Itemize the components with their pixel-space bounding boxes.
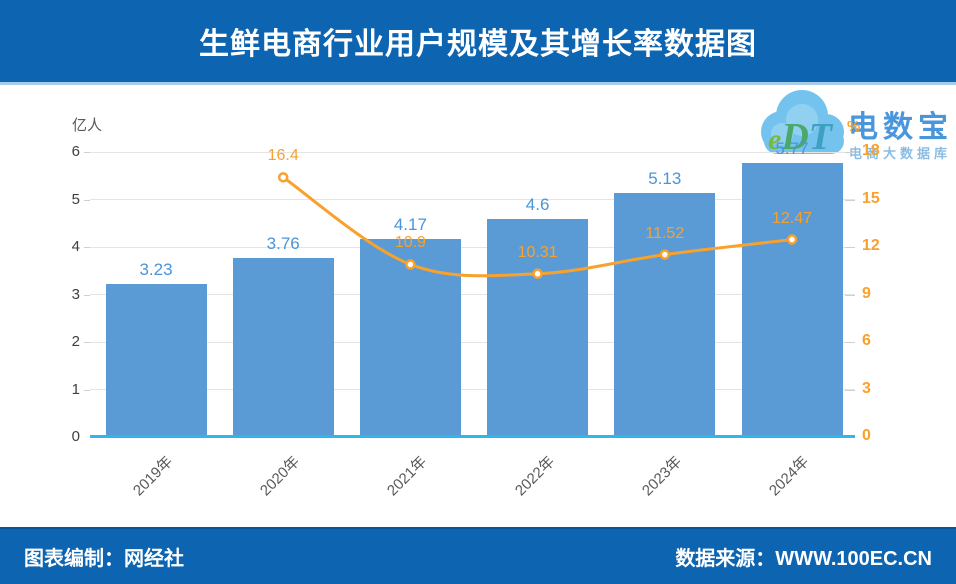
header-bar: 生鲜电商行业用户规模及其增长率数据图 [0, 0, 956, 82]
left-axis-tick-label: 6 [71, 143, 80, 160]
bar-2024年 [741, 162, 843, 437]
left-axis-tick-mark [84, 199, 90, 201]
gridline [90, 389, 855, 390]
x-axis-baseline [90, 435, 855, 438]
left-axis-tick-mark [84, 389, 90, 391]
left-axis-tick-label: 3 [71, 285, 80, 303]
line-value-label: 12.47 [771, 209, 813, 227]
line-value-label: 16.4 [267, 147, 299, 165]
right-axis-tick-label: 15 [862, 189, 880, 207]
left-axis-tick-mark [84, 294, 90, 296]
bar-value-label: 5.77 [775, 138, 809, 158]
bar-value-label: 3.23 [139, 259, 173, 279]
cloud-icon [761, 90, 844, 154]
left-axis-tick-label: 5 [71, 190, 80, 208]
line-marker [405, 259, 416, 270]
bar-value-label: 4.6 [525, 194, 550, 214]
left-axis-tick-label: 1 [71, 380, 80, 398]
logo-letter-e: e [768, 123, 782, 156]
chart-author-label: 图表编制：网经社 [24, 548, 184, 570]
right-axis-tick-mark [845, 294, 855, 296]
line-marker [277, 172, 289, 183]
logo-brand-subtitle: 电商大数据库 [849, 146, 952, 161]
logo-brand-name: 电数宝 [848, 111, 953, 144]
bar-value-label: 5.13 [648, 169, 682, 189]
left-axis-tick-mark [84, 342, 90, 343]
footer-bar: 图表编制：网经社 数据来源：WWW.100EC.CN [0, 527, 956, 584]
header-separator [0, 82, 956, 85]
line-marker [659, 249, 671, 260]
right-axis-tick-mark [845, 342, 855, 343]
line-marker [532, 268, 543, 280]
line-marker [786, 234, 798, 245]
left-axis-tick-label: 2 [71, 333, 80, 350]
right-axis-unit-label: % [847, 118, 861, 135]
gridline [90, 341, 855, 343]
bar-2019年 [105, 283, 207, 437]
brand-logo: eDT 电数宝 电商大数据库 [752, 86, 956, 172]
gridline [90, 294, 855, 295]
page-title: 生鲜电商行业用户规模及其增长率数据图 [199, 28, 757, 61]
right-axis-tick-label: 9 [862, 284, 871, 302]
bar-value-label: 3.76 [266, 234, 300, 254]
growth-line-path [282, 176, 793, 278]
bar-2022年 [487, 218, 589, 437]
right-axis-tick-mark [845, 389, 855, 391]
left-axis-tick-label: 0 [71, 428, 80, 445]
line-value-label: 10.9 [394, 234, 426, 252]
logo-mark: eDT [768, 118, 832, 156]
left-axis-tick-label: 4 [71, 238, 80, 255]
right-axis-tick-label: 18 [862, 142, 880, 159]
right-axis-tick-label: 0 [862, 427, 871, 444]
logo-letter-d: D [781, 116, 809, 158]
bar-2023年 [614, 193, 716, 437]
left-axis-unit-label: 亿人 [72, 117, 103, 134]
left-axis-tick-mark [84, 152, 90, 153]
left-axis-tick-mark [84, 247, 90, 248]
data-source-label: 数据来源：WWW.100EC.CN [675, 548, 932, 570]
line-value-label: 10.31 [517, 243, 558, 261]
right-axis-tick-mark [845, 152, 855, 153]
right-axis-tick-label: 12 [862, 237, 880, 254]
right-axis-tick-mark [845, 199, 855, 201]
gridline [90, 246, 855, 248]
gridline [90, 151, 855, 153]
right-axis-tick-mark [845, 247, 855, 248]
right-axis-tick-label: 3 [862, 379, 871, 397]
bar-value-label: 4.17 [393, 214, 427, 234]
logo-letter-t: T [808, 116, 832, 158]
line-value-label: 11.52 [645, 224, 685, 242]
bar-2020年 [232, 258, 334, 437]
gridline [90, 199, 855, 200]
right-axis-tick-label: 6 [862, 332, 871, 349]
